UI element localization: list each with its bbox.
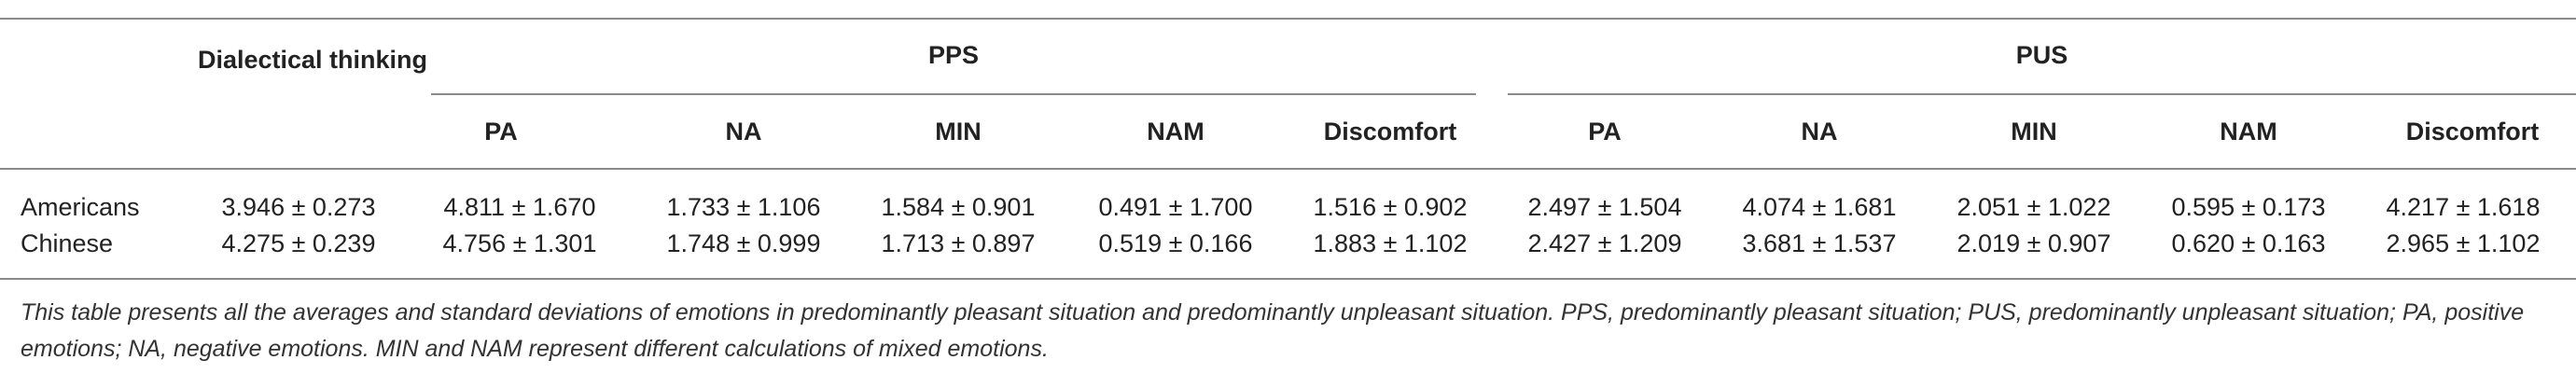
header-pus-min: MIN: [2011, 118, 2057, 145]
header-pus-na: NA: [1801, 118, 1838, 145]
table-cell: 2.427 ± 1.209: [1527, 229, 1682, 257]
header-pps-nam: NAM: [1147, 118, 1204, 145]
table-cell: 3.681 ± 1.537: [1742, 229, 1897, 257]
pus-group-rule: [1508, 93, 2576, 95]
header-pps-min: MIN: [935, 118, 982, 145]
row-label-americans: Americans: [21, 193, 140, 221]
top-rule: [0, 18, 2576, 20]
header-pus-discomfort: Discomfort: [2405, 118, 2540, 145]
header-pus-nam: NAM: [2220, 118, 2277, 145]
table-cell: 0.519 ± 0.166: [1098, 229, 1253, 257]
table-cell: 1.713 ± 0.897: [881, 229, 1036, 257]
header-pps-pa: PA: [484, 118, 518, 145]
body-bottom-rule: [0, 278, 2576, 280]
table-cell: 4.756 ± 1.301: [442, 229, 597, 257]
pps-group-rule: [431, 93, 1476, 95]
table-cell: 2.019 ± 0.907: [1956, 229, 2111, 257]
header-dialectical-thinking: Dialectical thinking: [197, 46, 428, 74]
table-cell: 0.595 ± 0.173: [2171, 193, 2326, 221]
table-footnote: This table presents all the averages and…: [21, 299, 2525, 362]
table-cell: 4.811 ± 1.670: [443, 193, 596, 221]
table-cell: 0.620 ± 0.163: [2171, 229, 2326, 257]
header-group-pus: PUS: [2015, 41, 2068, 69]
table-cell: 1.516 ± 0.902: [1313, 193, 1468, 221]
table-cell: 1.748 ± 0.999: [666, 229, 821, 257]
table-cell: 4.074 ± 1.681: [1742, 193, 1897, 221]
table-cell: 0.491 ± 1.700: [1098, 193, 1253, 221]
table-cell: 1.584 ± 0.901: [881, 193, 1036, 221]
header-pps-discomfort: Discomfort: [1323, 118, 1457, 145]
table-cell: 2.497 ± 1.504: [1527, 193, 1682, 221]
header-bottom-rule: [0, 168, 2576, 170]
header-pps-na: NA: [725, 118, 762, 145]
table-cell: 3.946 ± 0.273: [221, 193, 376, 221]
table-cell: 2.965 ± 1.102: [2386, 229, 2541, 257]
table-cell: 1.883 ± 1.102: [1313, 229, 1468, 257]
header-group-pps: PPS: [927, 41, 980, 69]
table-cell: 2.051 ± 1.022: [1956, 193, 2111, 221]
header-pus-pa: PA: [1588, 118, 1622, 145]
table-cell: 1.733 ± 1.106: [666, 193, 821, 221]
table-cell: 4.275 ± 0.239: [221, 229, 376, 257]
row-label-chinese: Chinese: [21, 229, 114, 257]
table-cell: 4.217 ± 1.618: [2386, 193, 2541, 221]
